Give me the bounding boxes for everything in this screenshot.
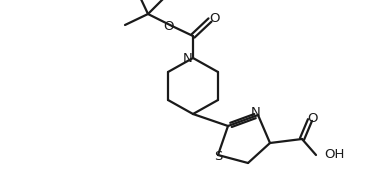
Text: O: O xyxy=(209,13,219,25)
Text: O: O xyxy=(308,112,318,126)
Text: O: O xyxy=(163,21,173,33)
Text: S: S xyxy=(214,151,222,163)
Text: N: N xyxy=(183,52,193,64)
Text: OH: OH xyxy=(324,149,344,161)
Text: N: N xyxy=(251,106,261,118)
